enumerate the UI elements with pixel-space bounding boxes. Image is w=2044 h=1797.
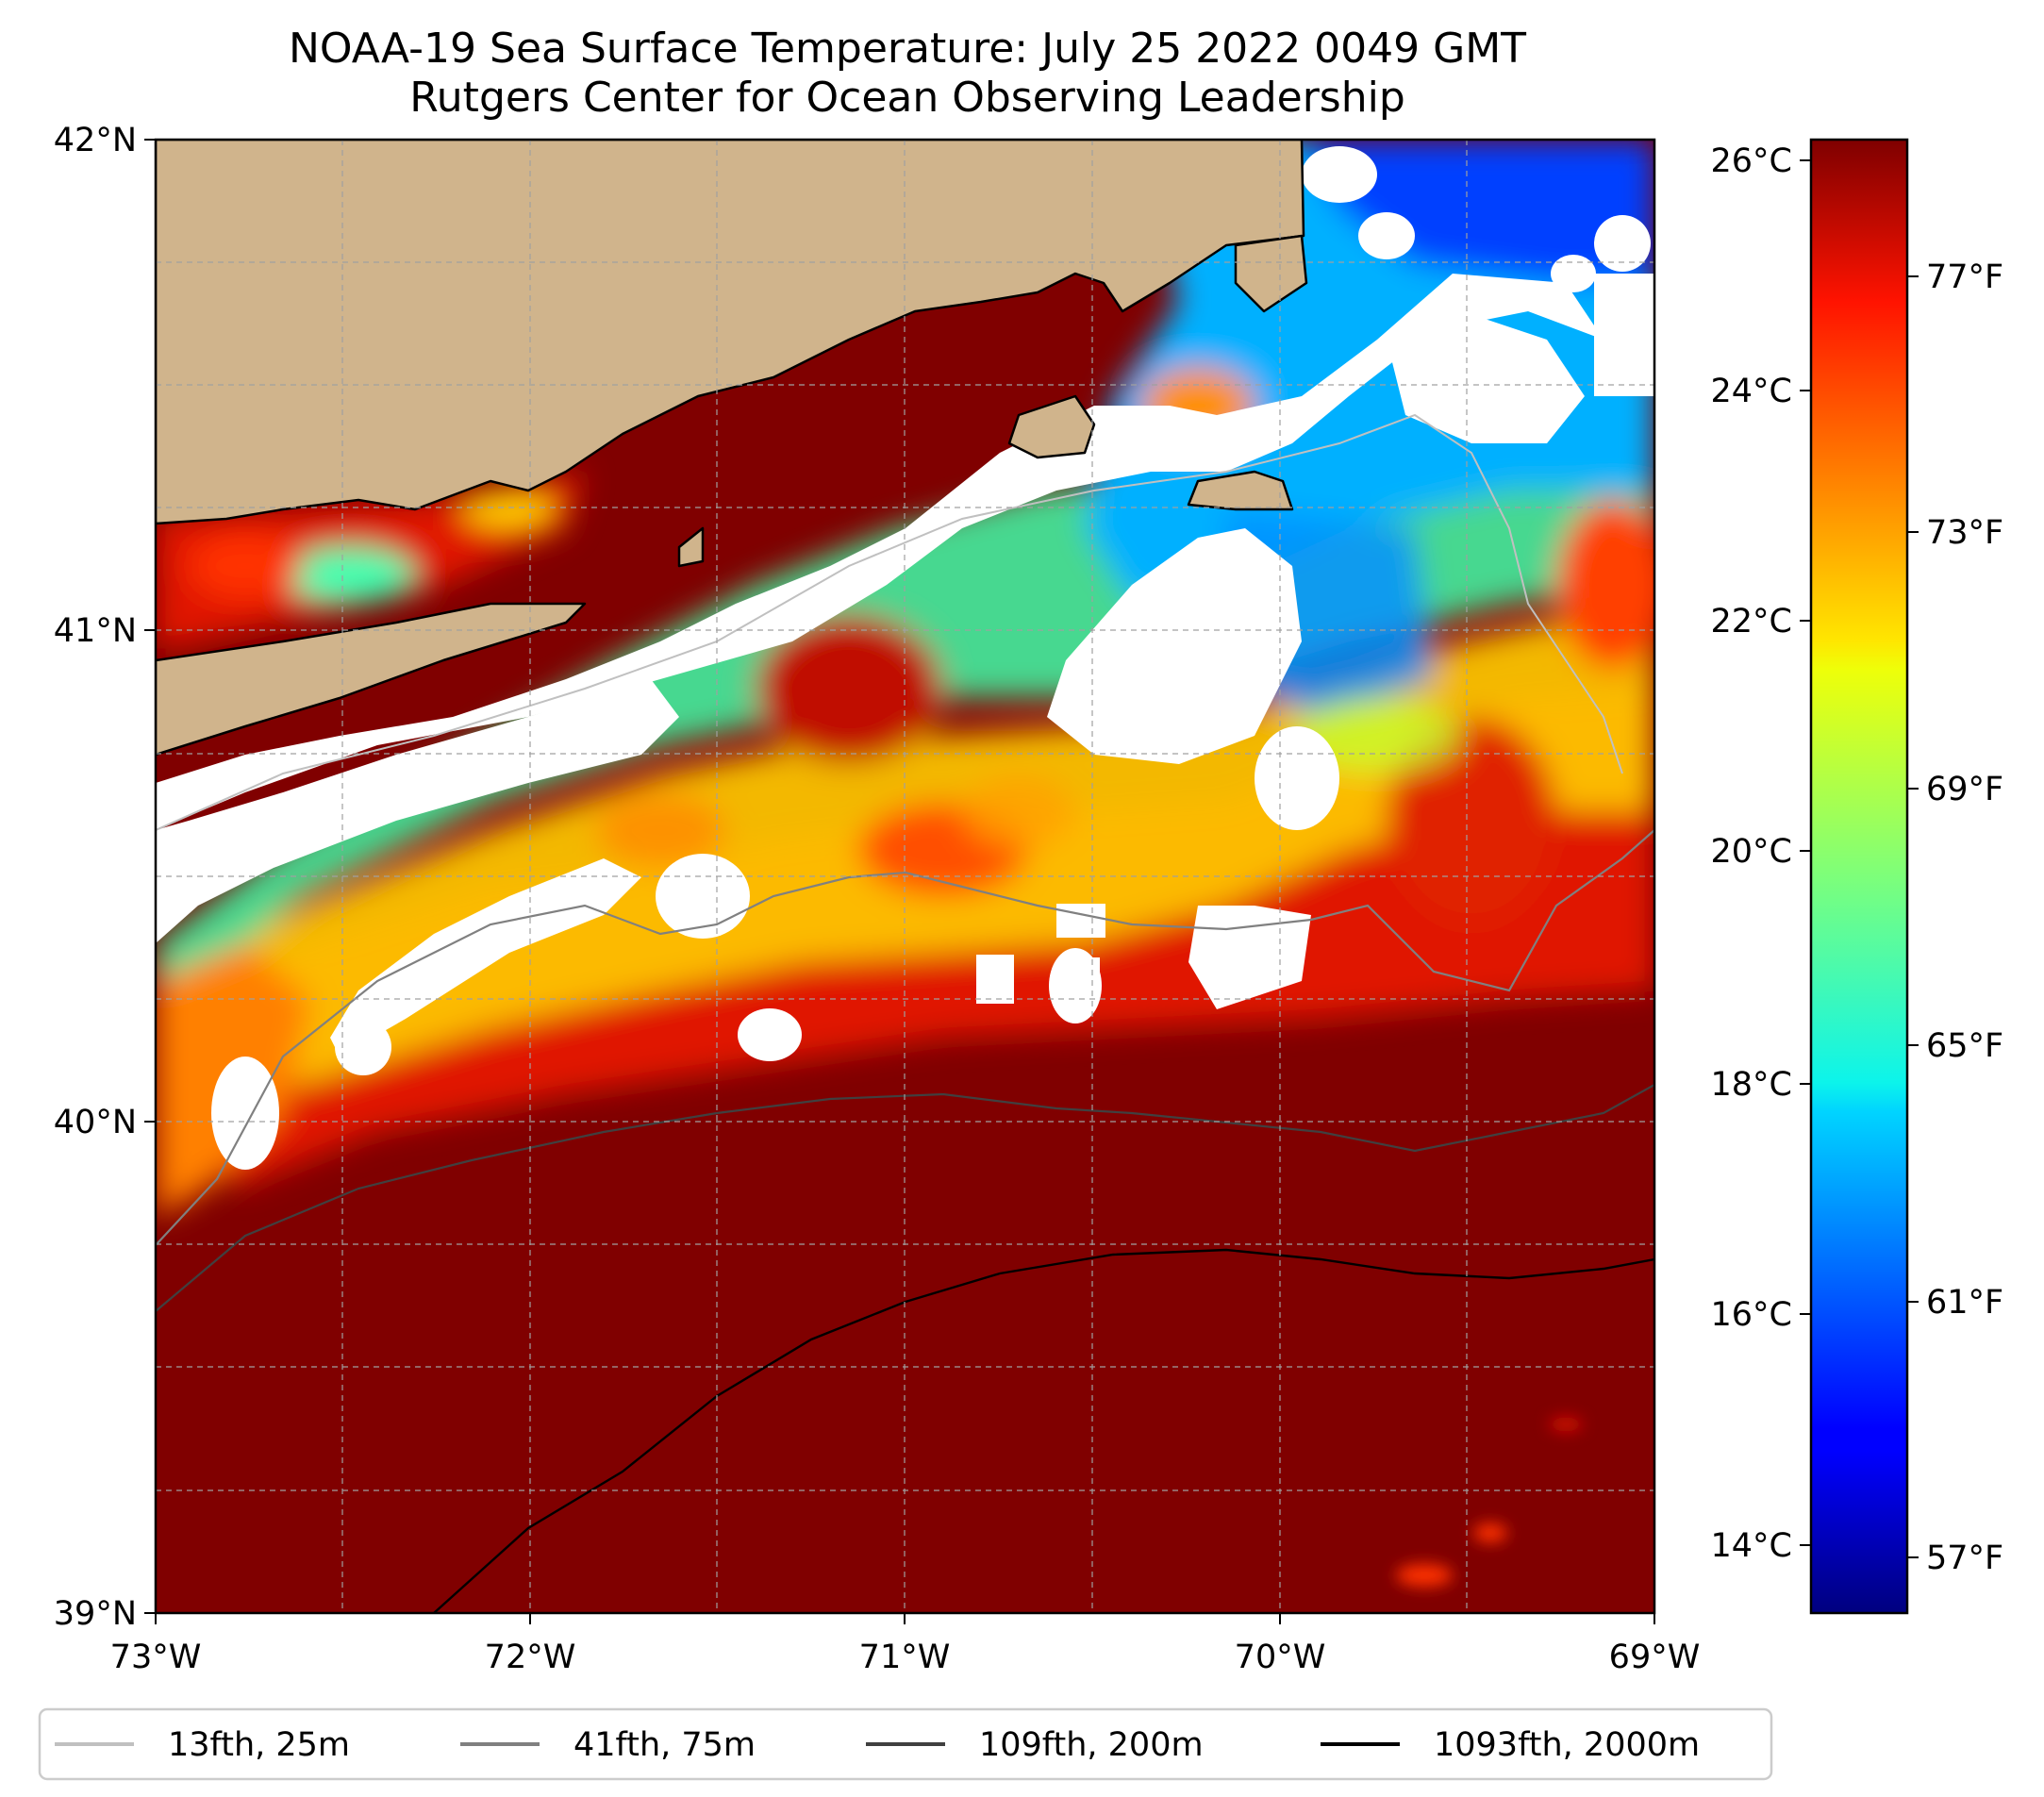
lon-tick-label: 69°W: [1609, 1639, 1701, 1676]
contour-200m: [156, 1084, 1654, 1312]
celsius-tick-label: 22°C: [1711, 603, 1792, 641]
gridlines: [156, 140, 1654, 1613]
legend-label: 13fth, 25m: [168, 1726, 350, 1764]
fahrenheit-tick-label: 69°F: [1926, 771, 2003, 808]
latitude-tick-labels: 42°N 41°N 40°N 39°N: [54, 122, 137, 1633]
celsius-tick-label: 26°C: [1711, 142, 1792, 180]
map-title-line2: Rutgers Center for Ocean Observing Leade…: [409, 74, 1405, 122]
colorbar-tick-marks: [1800, 159, 1919, 1558]
warm-eddies: [1396, 1417, 1583, 1587]
fahrenheit-tick-label: 73°F: [1926, 514, 2003, 552]
nantucket: [1187, 470, 1294, 511]
colorbar-fahrenheit-labels: 77°F 73°F 69°F 65°F 61°F 57°F: [1926, 258, 2003, 1577]
lat-tick-label: 39°N: [54, 1595, 137, 1633]
fahrenheit-tick-label: 61°F: [1926, 1284, 2003, 1322]
contour-75m: [156, 829, 1654, 1246]
land-areas: [156, 140, 1308, 757]
celsius-tick-label: 14°C: [1711, 1527, 1792, 1565]
contour-2000m: [433, 1248, 1654, 1613]
cape-cod-tip: [1234, 234, 1308, 313]
new-england-mainland: [156, 140, 1305, 525]
lon-tick-label: 70°W: [1235, 1639, 1326, 1676]
contour-legend: 13fth, 25m 41fth, 75m 109fth, 200m 1093f…: [38, 1707, 1773, 1781]
lat-tick-label: 42°N: [54, 122, 137, 159]
fahrenheit-tick-label: 57°F: [1926, 1539, 2003, 1577]
legend-label: 41fth, 75m: [573, 1726, 756, 1764]
fahrenheit-tick-label: 77°F: [1926, 258, 2003, 296]
bathymetry-contours: [156, 413, 1654, 1613]
lon-tick-label: 72°W: [485, 1639, 576, 1676]
celsius-tick-label: 24°C: [1711, 373, 1792, 410]
long-island: [156, 602, 587, 757]
sst-field: [156, 140, 1654, 1613]
block-island: [677, 526, 705, 568]
lat-tick-label: 41°N: [54, 612, 137, 650]
celsius-tick-label: 20°C: [1711, 833, 1792, 871]
longitude-tick-labels: 73°W 72°W 71°W 70°W 69°W: [110, 1639, 1701, 1676]
legend-label: 109fth, 200m: [979, 1726, 1204, 1764]
legend-label: 1093fth, 2000m: [1434, 1726, 1700, 1764]
celsius-tick-label: 16°C: [1711, 1296, 1792, 1334]
contour-25m: [156, 413, 1623, 831]
celsius-tick-label: 18°C: [1711, 1066, 1792, 1104]
lat-tick-label: 40°N: [54, 1104, 137, 1141]
map-tick-marks: [144, 139, 1655, 1624]
lon-tick-label: 71°W: [859, 1639, 951, 1676]
lon-tick-label: 73°W: [110, 1639, 202, 1676]
marthas-vineyard: [1007, 394, 1096, 459]
map-title-line1: NOAA-19 Sea Surface Temperature: July 25…: [288, 25, 1527, 73]
fahrenheit-tick-label: 65°F: [1926, 1027, 2003, 1065]
colorbar: [1809, 138, 1909, 1615]
colorbar-celsius-labels: 26°C 24°C 22°C 20°C 18°C 16°C 14°C: [1711, 142, 1792, 1565]
